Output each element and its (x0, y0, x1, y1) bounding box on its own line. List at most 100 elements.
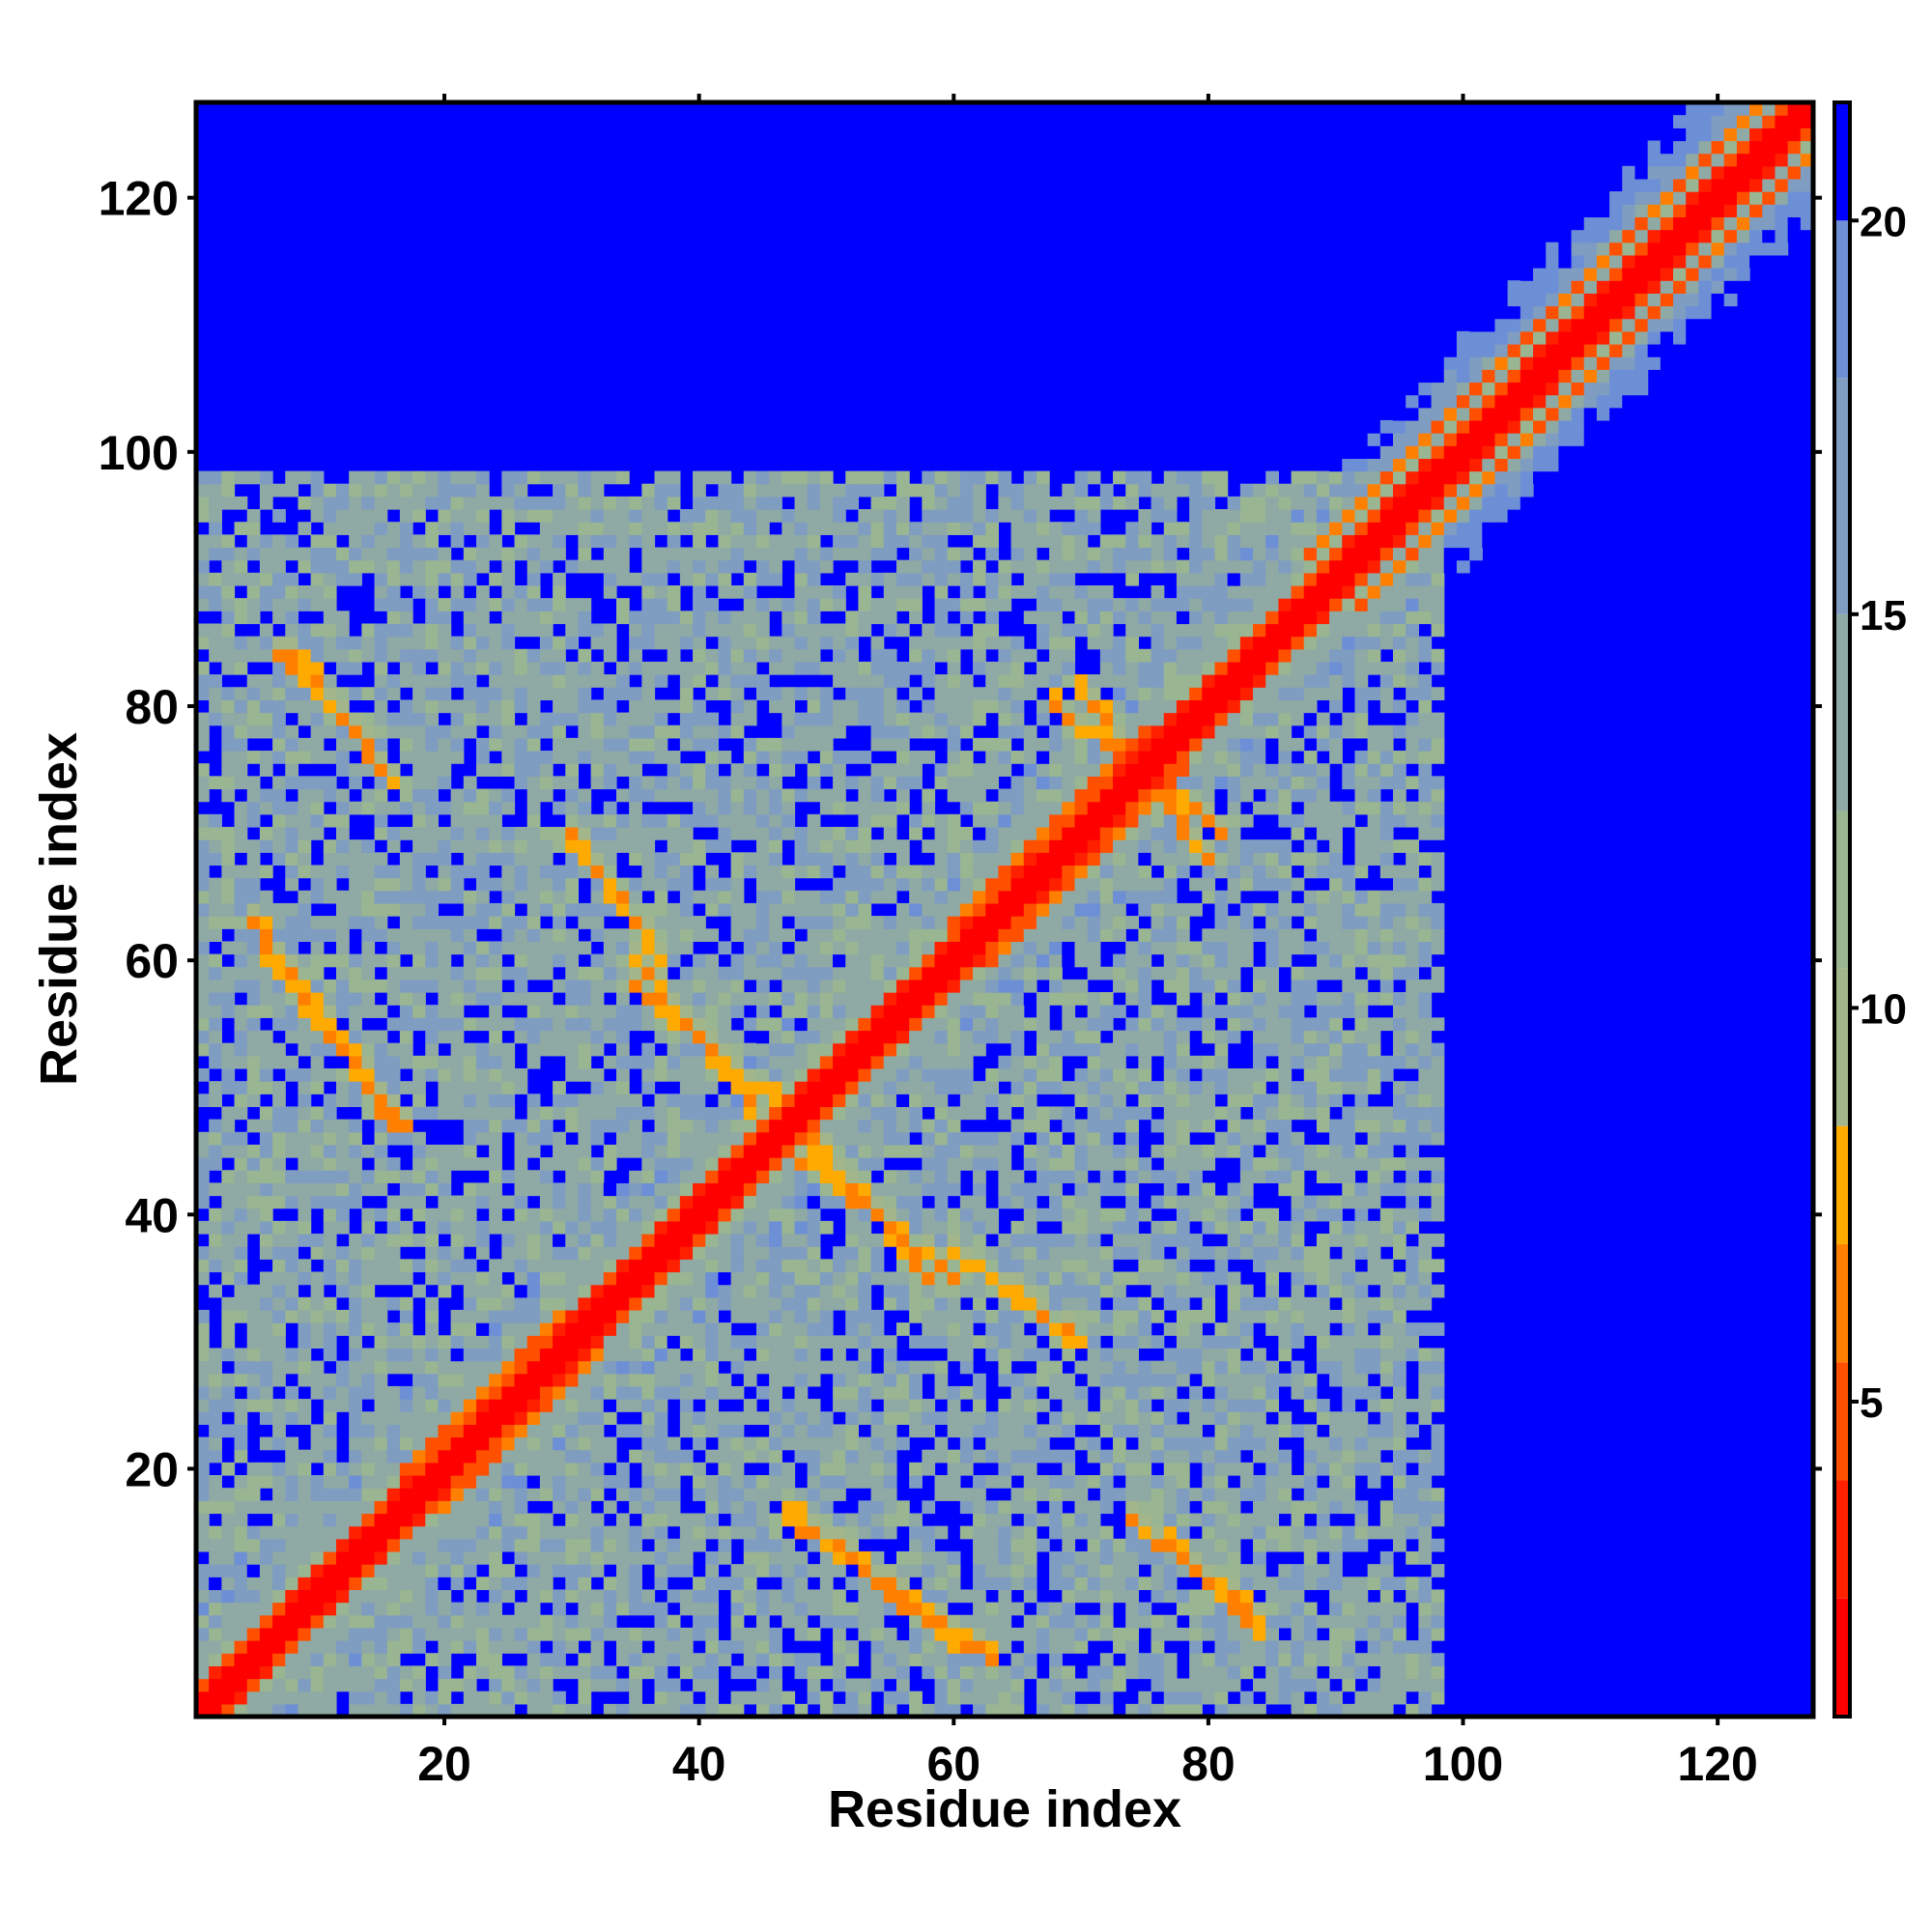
heatmap-cell (259, 1296, 273, 1311)
heatmap-cell (539, 1385, 554, 1400)
heatmap-cell (412, 992, 426, 1006)
heatmap-cell (794, 1157, 809, 1171)
heatmap-cell (234, 776, 248, 790)
heatmap-cell (323, 1550, 337, 1565)
heatmap-cell (590, 1513, 605, 1527)
heatmap-cell (539, 470, 554, 485)
heatmap-cell (234, 559, 248, 574)
heatmap-cell (221, 1589, 236, 1604)
heatmap-cell (679, 1042, 694, 1057)
heatmap-cell (489, 1385, 502, 1400)
heatmap-cell (743, 648, 757, 663)
heatmap-cell (489, 852, 502, 867)
heatmap-cell (450, 865, 465, 879)
heatmap-cell (870, 1589, 885, 1604)
heatmap-cell (883, 1030, 897, 1044)
heatmap-cell (310, 509, 325, 523)
heatmap-cell (565, 1042, 580, 1057)
heatmap-cell (641, 598, 656, 611)
heatmap-cell (615, 534, 630, 549)
heatmap-cell (718, 839, 732, 853)
heatmap-cell (895, 1602, 910, 1616)
heatmap-cell (833, 1488, 846, 1501)
heatmap-cell (412, 572, 426, 586)
heatmap-cell (323, 1436, 337, 1451)
heatmap-cell (603, 928, 617, 942)
heatmap-cell (578, 712, 592, 726)
heatmap-cell (730, 648, 745, 663)
heatmap-cell (679, 1030, 694, 1044)
heatmap-cell (730, 636, 745, 650)
heatmap-cell (947, 712, 961, 726)
heatmap-cell (833, 751, 846, 764)
heatmap-cell (590, 1399, 605, 1412)
heatmap-cell (539, 865, 554, 879)
heatmap-cell (590, 1436, 605, 1451)
heatmap-cell (259, 547, 273, 561)
heatmap-cell (489, 1106, 502, 1121)
heatmap-cell (807, 1690, 821, 1705)
heatmap-cell (922, 865, 936, 879)
heatmap-cell (705, 1144, 720, 1158)
heatmap-cell (196, 1017, 210, 1032)
heatmap-cell (909, 1234, 923, 1247)
heatmap-cell (539, 1246, 554, 1260)
heatmap-cell (947, 1678, 961, 1692)
heatmap-cell (781, 953, 796, 968)
heatmap-cell (425, 839, 440, 853)
heatmap-cell (615, 763, 630, 777)
heatmap-cell (718, 1462, 732, 1476)
heatmap-cell (883, 763, 897, 777)
heatmap-cell (196, 826, 210, 840)
heatmap-cell (361, 483, 376, 497)
heatmap-cell (679, 941, 694, 955)
heatmap-cell (526, 1017, 541, 1032)
heatmap-cell (781, 1081, 796, 1094)
heatmap-cell (272, 572, 286, 586)
heatmap-cell (807, 1030, 821, 1044)
heatmap-cell (310, 534, 325, 549)
heatmap-cell (743, 1309, 757, 1323)
heatmap-cell (489, 1577, 502, 1591)
heatmap-cell (349, 1399, 362, 1412)
heatmap-cell (463, 1234, 477, 1247)
heatmap-cell (234, 1005, 248, 1018)
heatmap-cell (615, 1399, 630, 1412)
heatmap-cell (196, 1513, 210, 1527)
heatmap-cell (475, 496, 490, 510)
heatmap-cell (693, 522, 706, 535)
heatmap-cell (386, 1081, 401, 1094)
heatmap-cell (539, 1550, 554, 1565)
heatmap-cell (209, 1602, 222, 1616)
heatmap-cell (539, 547, 554, 561)
heatmap-cell (769, 776, 782, 790)
heatmap-cell (489, 763, 502, 777)
heatmap-cell (743, 1488, 757, 1501)
heatmap-cell (196, 1589, 210, 1604)
heatmap-cell (298, 1399, 312, 1412)
heatmap-cell (565, 1449, 580, 1463)
heatmap-cell (475, 1284, 490, 1298)
heatmap-cell (209, 1259, 222, 1273)
heatmap-cell (259, 1411, 273, 1425)
heatmap-cell (578, 941, 592, 955)
heatmap-cell (629, 801, 642, 815)
heatmap-cell (310, 1665, 325, 1680)
heatmap-cell (285, 1589, 299, 1604)
heatmap-cell (718, 1653, 732, 1666)
heatmap-cell (489, 953, 502, 968)
heatmap-cell (895, 483, 910, 497)
heatmap-cell (845, 648, 860, 663)
heatmap-cell (196, 1462, 210, 1476)
heatmap-cell (565, 1488, 580, 1501)
heatmap-cell (895, 1208, 910, 1222)
heatmap-cell (298, 1653, 312, 1666)
heatmap-cell (693, 1665, 706, 1680)
heatmap-cell (539, 674, 554, 688)
heatmap-cell (730, 1296, 745, 1311)
heatmap-cell (438, 941, 452, 955)
heatmap-cell (234, 1157, 248, 1171)
heatmap-cell (705, 1195, 720, 1209)
heatmap-cell (947, 1055, 961, 1069)
heatmap-cell (641, 534, 656, 549)
